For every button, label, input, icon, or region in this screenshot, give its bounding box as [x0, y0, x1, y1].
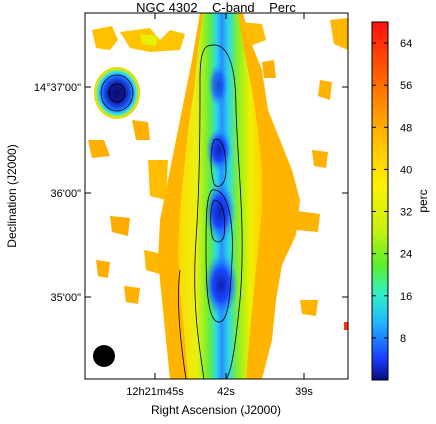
x-axis-label: Right Ascension (J2000) — [151, 403, 281, 417]
colorbar-tick-label: 16 — [400, 291, 412, 303]
y-tick-label: 36'00" — [51, 188, 82, 200]
patch — [290, 210, 320, 232]
patch — [110, 216, 130, 236]
patch — [344, 322, 348, 330]
axis-ticks — [85, 13, 348, 379]
disk-contour-outer — [194, 44, 243, 379]
patch — [88, 140, 110, 158]
disk-contour-side — [177, 269, 187, 379]
colorbar-tick-label: 56 — [400, 80, 412, 92]
colorbar-ticks: 8 16 24 32 40 48 56 64 — [372, 38, 412, 345]
ridge-core-4 — [208, 63, 228, 107]
patch — [140, 34, 158, 46]
colorbar-frame — [371, 21, 389, 381]
y-axis-label: Declination (J2000) — [5, 144, 19, 247]
colorbar-tick-label: 48 — [400, 122, 412, 134]
x-tick-label: 42s — [217, 386, 235, 398]
y-tick-label: 14°37'00" — [34, 82, 81, 94]
colorbar-label: perc — [416, 189, 430, 212]
disk-contour-core — [210, 199, 226, 243]
colorbar-tick-label: 32 — [400, 207, 412, 219]
patch — [318, 80, 332, 100]
patch — [96, 260, 110, 278]
patch — [262, 60, 276, 78]
patch — [124, 286, 140, 304]
patch — [240, 22, 266, 46]
patch — [330, 18, 348, 50]
source-contour — [108, 83, 126, 103]
patch — [300, 300, 318, 316]
patch — [132, 120, 150, 140]
patch — [148, 160, 168, 200]
patch — [92, 26, 118, 50]
patch — [144, 250, 162, 274]
disk-contour-inner — [205, 189, 233, 323]
disk-contour-inner — [210, 138, 227, 187]
ridge-core-1 — [206, 128, 232, 172]
x-tick-label: 12h21m45s — [126, 386, 184, 398]
colorbar-tick-label: 24 — [400, 249, 412, 261]
colorbar-tick-label: 64 — [400, 38, 412, 50]
patch — [312, 150, 328, 168]
ridge-core-2 — [205, 182, 235, 242]
y-tick-label: 35'00" — [51, 292, 82, 304]
chart-title: NGC 4302 C-band Perc — [136, 0, 296, 15]
ridge-core-3 — [204, 253, 238, 317]
colorbar-tick-label: 40 — [400, 164, 412, 176]
colorbar-tick-label: 8 — [400, 333, 406, 345]
plot-frame — [84, 12, 349, 380]
colorbar — [372, 22, 388, 380]
source-contour — [100, 74, 134, 112]
emission-map — [88, 13, 348, 379]
x-tick-label: 39s — [295, 386, 313, 398]
beam-marker — [93, 345, 115, 367]
